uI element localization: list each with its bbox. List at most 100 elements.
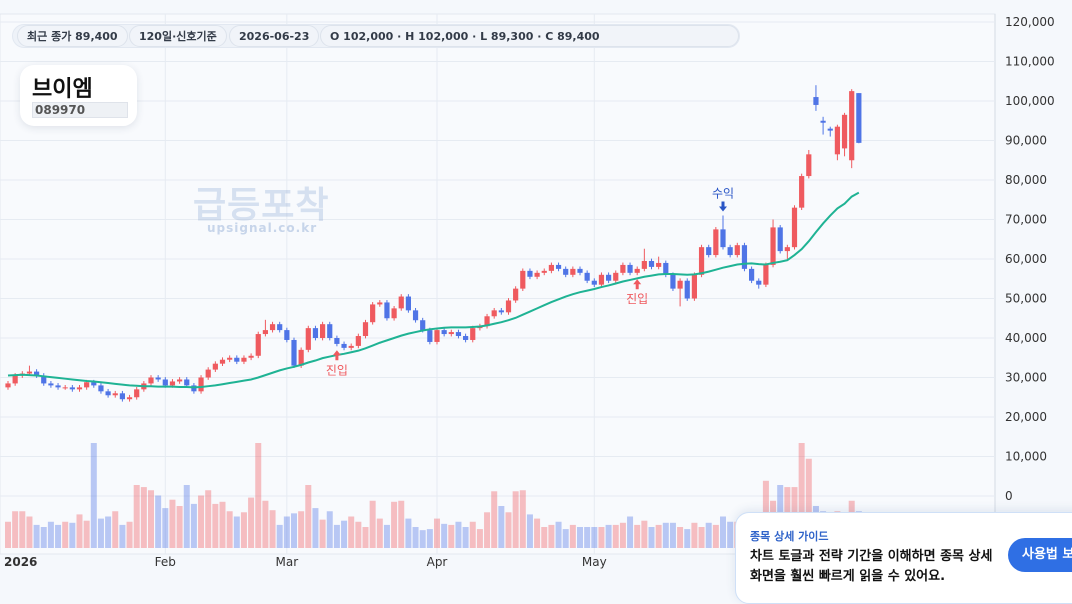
candle-body bbox=[105, 391, 111, 396]
volume-bar bbox=[5, 521, 11, 548]
volume-bar bbox=[97, 518, 104, 548]
volume-bar bbox=[655, 524, 662, 548]
candle-body bbox=[756, 280, 762, 285]
volume-bar bbox=[455, 521, 462, 548]
volume-bar bbox=[469, 521, 476, 548]
candle-body bbox=[591, 280, 597, 285]
candle-body bbox=[269, 324, 276, 331]
plot-area bbox=[0, 13, 996, 555]
candle-body bbox=[262, 330, 268, 335]
candle-body bbox=[734, 245, 740, 256]
candle-body bbox=[305, 328, 311, 350]
candle-body bbox=[320, 324, 326, 338]
volume-bar bbox=[405, 518, 412, 548]
candle-body bbox=[384, 302, 390, 319]
volume-bar bbox=[684, 529, 691, 548]
volume-bar bbox=[219, 501, 226, 548]
volume-bar bbox=[555, 521, 562, 548]
candle-body bbox=[498, 310, 504, 313]
candle-body bbox=[470, 328, 476, 340]
candle-body bbox=[720, 229, 726, 248]
candle-body bbox=[76, 387, 83, 390]
volume-bar bbox=[569, 524, 576, 548]
candle-body bbox=[155, 377, 161, 380]
candle-body bbox=[484, 316, 490, 327]
volume-bar bbox=[348, 516, 355, 548]
candle-body bbox=[563, 268, 569, 275]
y-tick-label: 110,000 bbox=[1005, 55, 1055, 69]
volume-bar bbox=[677, 527, 684, 548]
volume-bar bbox=[255, 443, 262, 548]
candle-body bbox=[706, 247, 712, 256]
volume-bar bbox=[333, 524, 340, 548]
signal-arrow bbox=[719, 201, 727, 212]
candle-body bbox=[784, 247, 790, 252]
stock-name: 브이엠 bbox=[32, 77, 93, 102]
guide-title: 종목 상세 가이드 bbox=[750, 530, 829, 543]
volume-bar bbox=[283, 516, 290, 548]
candle-body bbox=[548, 264, 554, 271]
candle-body bbox=[691, 274, 697, 299]
volume-bar bbox=[698, 527, 705, 548]
candle-body bbox=[648, 260, 655, 267]
volume-bar bbox=[148, 490, 154, 548]
guide-popup: 종목 상세 가이드 차트 토글과 전략 기간을 이해하면 종목 상세 화면을 훨… bbox=[735, 512, 1072, 604]
candle-body bbox=[248, 355, 254, 358]
candle-body bbox=[277, 324, 283, 331]
volume-bar bbox=[691, 522, 698, 548]
volume-bar bbox=[198, 495, 205, 548]
volume-bar bbox=[505, 512, 512, 548]
candle-body bbox=[198, 377, 204, 392]
candle-body bbox=[48, 383, 54, 386]
candle-body bbox=[62, 387, 68, 389]
candle-body bbox=[770, 227, 776, 265]
volume-bar bbox=[40, 527, 47, 548]
volume-bar bbox=[319, 519, 326, 548]
volume-bar bbox=[720, 516, 726, 548]
candle-body bbox=[227, 357, 233, 360]
volume-bar bbox=[512, 491, 519, 548]
volume-bar bbox=[183, 485, 190, 548]
x-tick-label: Feb bbox=[155, 555, 176, 569]
candle-body bbox=[412, 310, 419, 321]
signal-label: 진입 bbox=[326, 363, 348, 377]
candle-body bbox=[841, 114, 848, 149]
volume-bar bbox=[541, 527, 548, 548]
volume-bar bbox=[162, 508, 169, 548]
volume-bar bbox=[727, 521, 734, 548]
y-tick-label: 0 bbox=[1005, 489, 1013, 503]
volume-bar bbox=[548, 524, 555, 548]
signal-arrow bbox=[332, 350, 341, 361]
candle-body bbox=[98, 385, 104, 392]
volume-bar bbox=[498, 506, 505, 548]
candle-body bbox=[219, 359, 226, 364]
x-tick-label: 2026 bbox=[4, 555, 37, 569]
candle-body bbox=[420, 320, 426, 331]
volume-bar bbox=[233, 516, 240, 548]
volume-bar bbox=[83, 520, 90, 548]
volume-bar bbox=[798, 443, 805, 548]
candle-body bbox=[520, 270, 526, 289]
candle-body bbox=[799, 176, 805, 208]
candle-body bbox=[570, 268, 576, 275]
guide-button[interactable]: 사용법 보기 bbox=[1008, 538, 1072, 572]
candle-body bbox=[162, 379, 168, 386]
candle-body bbox=[134, 389, 140, 398]
candle-body bbox=[513, 288, 519, 301]
volume-bar bbox=[190, 503, 197, 548]
candle-body bbox=[355, 336, 361, 346]
candle-body bbox=[827, 128, 833, 131]
guide-text: 화면을 훨씬 빠르게 읽을 수 있어요. bbox=[750, 569, 946, 584]
candle-body bbox=[527, 270, 533, 277]
candle-body bbox=[455, 332, 462, 337]
candle-body bbox=[341, 343, 347, 348]
volume-bar bbox=[712, 524, 719, 548]
candle-body bbox=[791, 207, 798, 248]
volume-bar bbox=[62, 521, 69, 548]
candle-body bbox=[541, 270, 547, 273]
pill: 최근 종가 89,400 bbox=[17, 25, 128, 47]
candle-body bbox=[112, 393, 118, 396]
stock-card: 브이엠 089970 bbox=[20, 65, 137, 126]
x-tick-label: Mar bbox=[276, 555, 299, 569]
candle-body bbox=[698, 247, 705, 275]
